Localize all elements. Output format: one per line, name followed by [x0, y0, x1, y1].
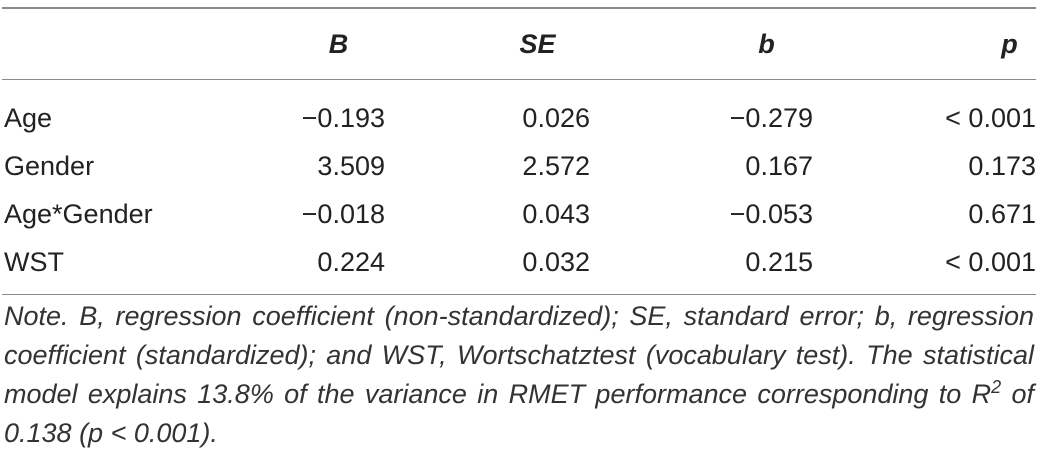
footnote-text-end: of 0.138 (p < 0.001).	[4, 379, 1034, 448]
row-label: Gender	[4, 150, 95, 181]
cell-SE: 0.032	[385, 238, 590, 295]
table-row: Age*Gender −0.018 0.043 −0.053 0.671	[2, 190, 1036, 238]
row-label: Age*Gender	[4, 198, 153, 229]
cell-B: −0.018	[301, 198, 385, 229]
cell-b: 0.215	[590, 238, 813, 295]
cell-p: 0.173	[968, 150, 1036, 181]
cell-p: < 0.001	[813, 238, 1036, 295]
table-row: WST 0.224 0.032 0.215 < 0.001	[2, 238, 1036, 295]
cell-SE: 0.043	[522, 198, 590, 229]
footnote-superscript: 2	[991, 377, 1002, 397]
cell-b: −0.279	[729, 102, 813, 133]
header-empty	[2, 7, 202, 80]
cell-B: 3.509	[317, 150, 385, 181]
cell-p: 0.671	[968, 198, 1036, 229]
regression-table: B SE b p Age −0.193 0.026 −0.279 < 0.001…	[2, 7, 1036, 295]
cell-SE: 0.026	[522, 102, 590, 133]
header-p: p	[813, 7, 1036, 80]
cell-SE: 2.572	[522, 150, 590, 181]
header-b: b	[590, 7, 813, 80]
table-row: Age −0.193 0.026 −0.279 < 0.001	[2, 80, 1036, 143]
row-label: Age	[4, 102, 53, 133]
header-SE: SE	[385, 7, 590, 80]
table-header-row: B SE b p	[2, 7, 1036, 80]
table-footnote: Note. B, regression coefficient (non-sta…	[4, 297, 1034, 453]
table-row: Gender 3.509 2.572 0.167 0.173	[2, 142, 1036, 190]
row-label: WST	[2, 238, 202, 295]
header-B: B	[202, 7, 385, 80]
cell-b: 0.167	[745, 150, 813, 181]
cell-p: < 0.001	[945, 102, 1036, 133]
cell-B: 0.224	[202, 238, 385, 295]
cell-b: −0.053	[729, 198, 813, 229]
cell-B: −0.193	[301, 102, 385, 133]
footnote-text: Note. B, regression coefficient (non-sta…	[4, 301, 1034, 409]
